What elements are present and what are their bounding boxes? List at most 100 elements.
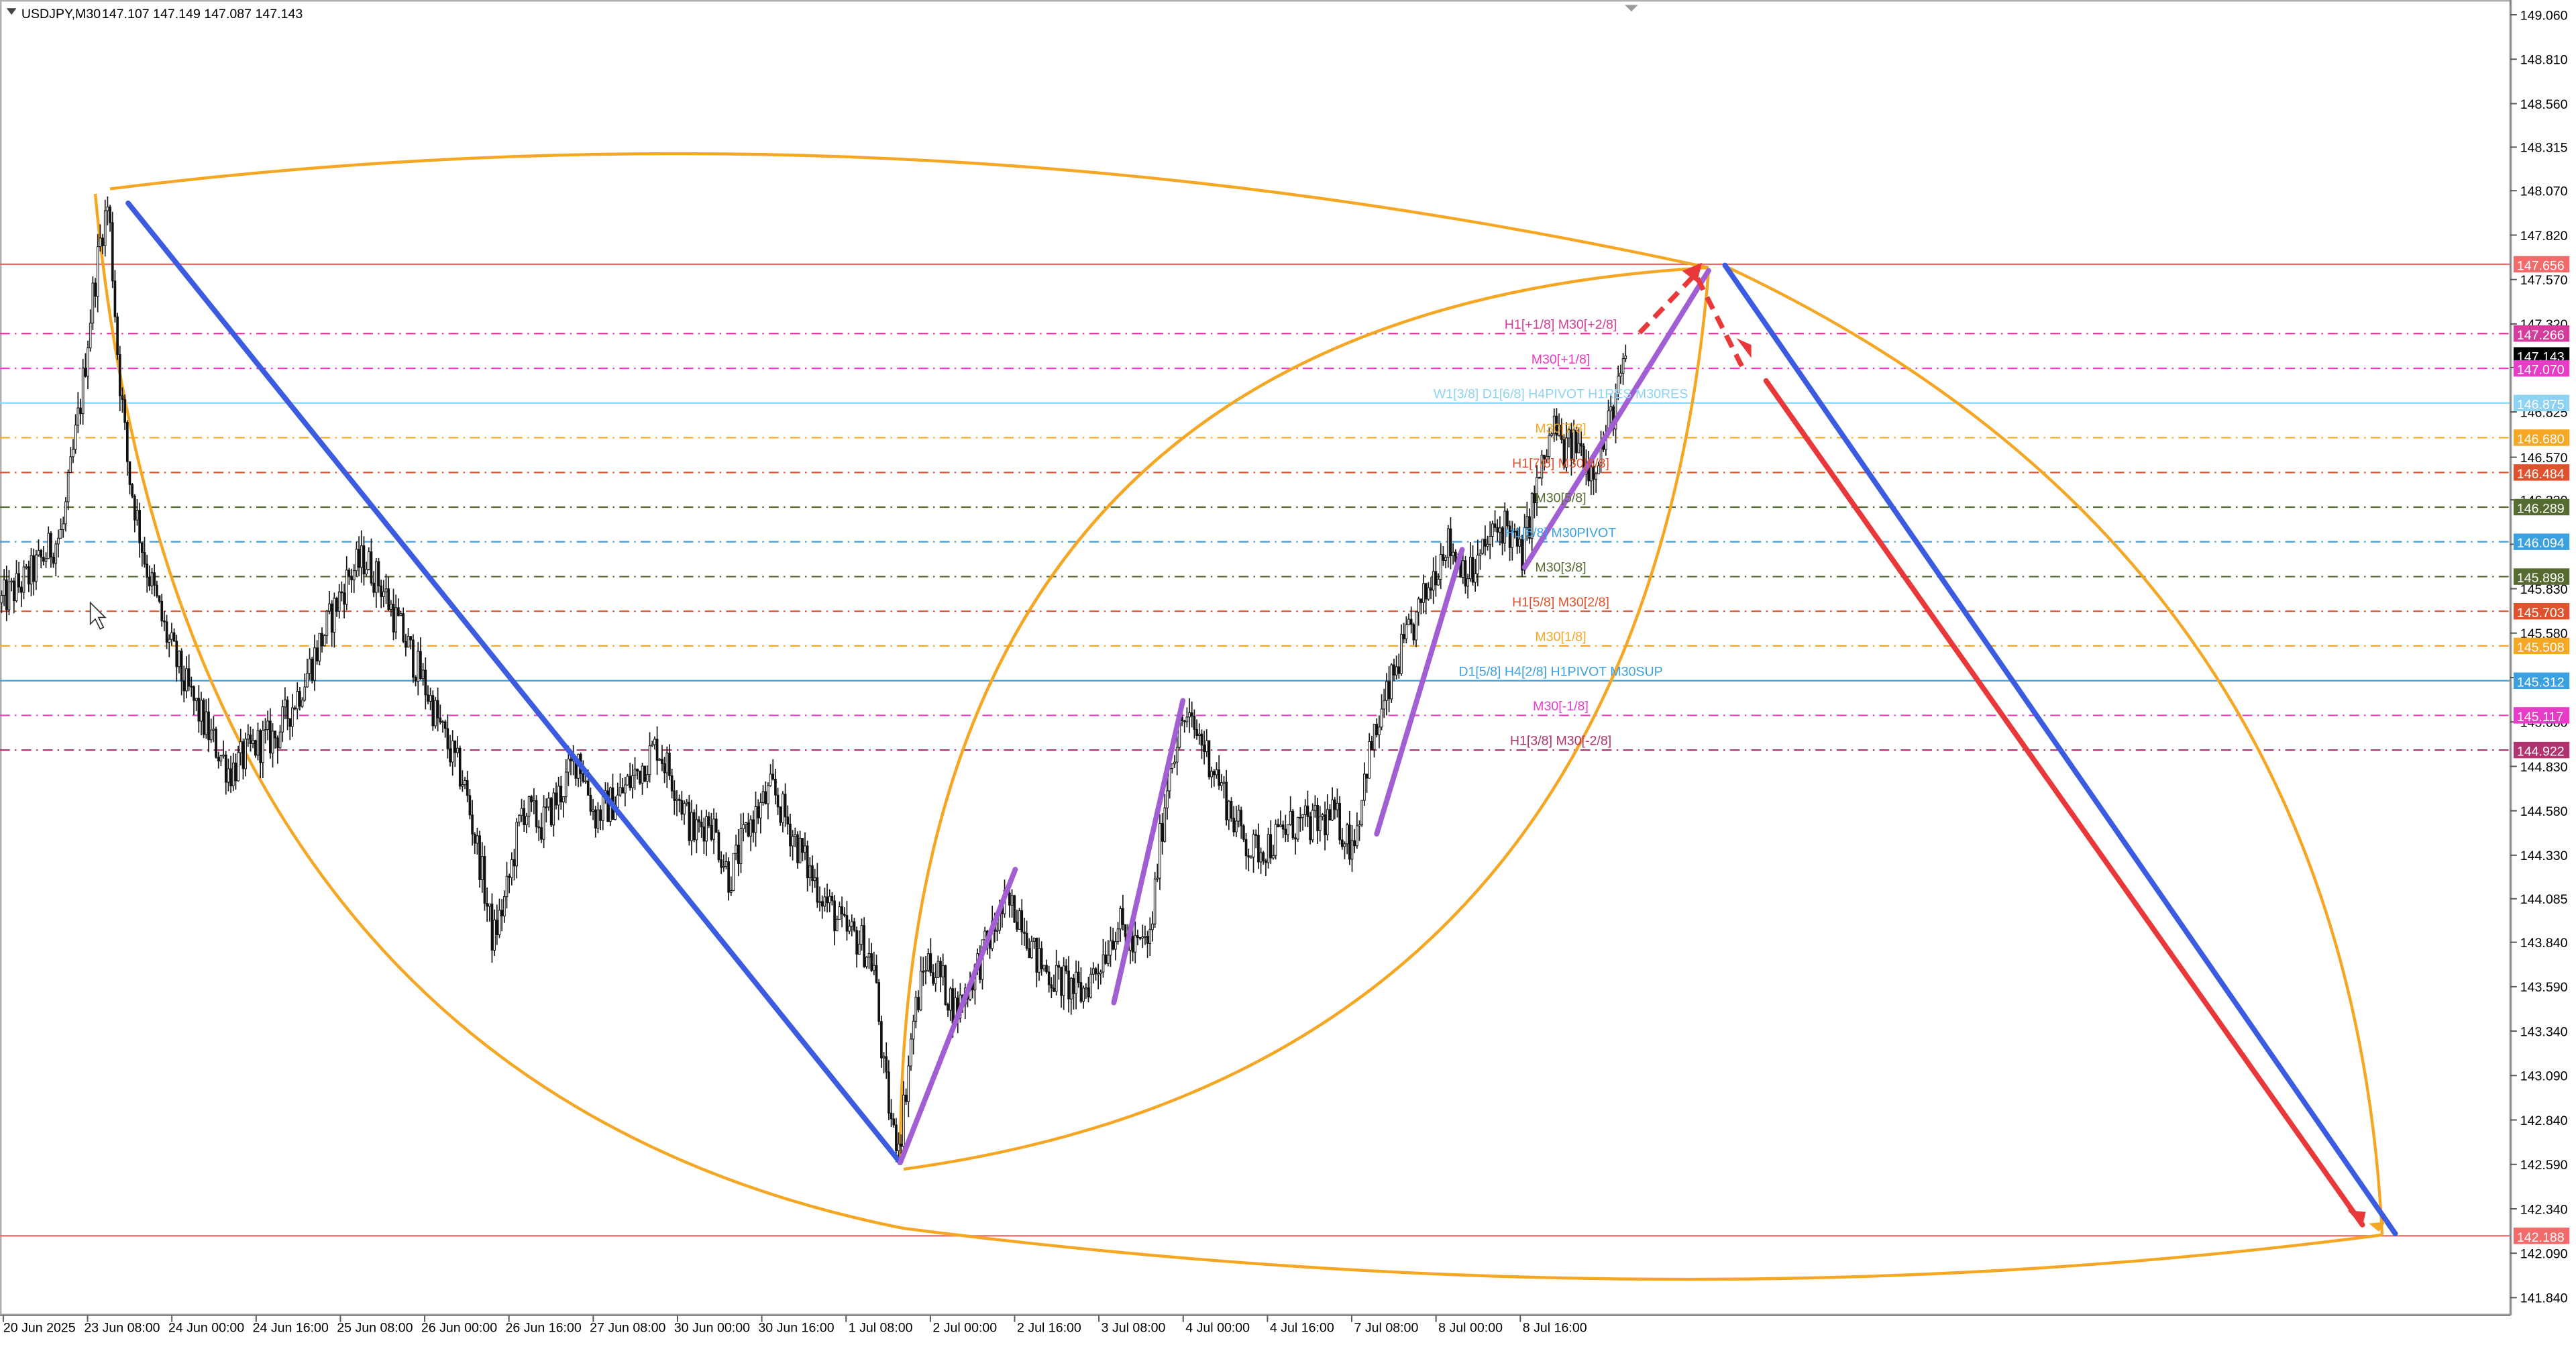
- candle-body: [776, 794, 780, 808]
- scroll-marker-icon[interactable]: [1625, 5, 1638, 12]
- candle-body: [668, 752, 671, 776]
- candle-body: [515, 821, 519, 867]
- candle-body: [1474, 573, 1477, 583]
- price-tag-label: 146.289: [2517, 502, 2565, 517]
- candle-body: [692, 812, 696, 841]
- candle-body: [241, 741, 245, 769]
- candle-body: [281, 706, 284, 733]
- trend-line: [125, 200, 903, 1166]
- candle-body: [109, 206, 111, 223]
- candle-body: [555, 792, 557, 806]
- candle-body: [158, 595, 161, 602]
- candle-body: [1107, 955, 1110, 964]
- candle-body: [1439, 554, 1442, 580]
- candle-body: [1562, 439, 1566, 468]
- dropdown-triangle-icon[interactable]: [6, 8, 17, 15]
- candle-body: [1131, 936, 1134, 953]
- price-tag-label: 142.188: [2517, 1230, 2565, 1245]
- candle-body: [661, 759, 663, 764]
- trend-line: [1111, 698, 1186, 1006]
- candle-body: [673, 790, 676, 801]
- candle-body: [1159, 823, 1161, 879]
- candle-body: [820, 901, 824, 907]
- candle-body: [1503, 510, 1507, 544]
- candle-body: [754, 806, 757, 833]
- candle-body: [1415, 611, 1417, 641]
- candle-body: [333, 598, 336, 633]
- price-axis: 149.060 148.810 148.560 148.315 148.070 147.8…: [2509, 0, 2570, 1315]
- candle-body: [1373, 724, 1376, 750]
- price-tag-label: 147.070: [2517, 363, 2565, 378]
- candle-body: [547, 798, 550, 808]
- candle-body: [118, 354, 121, 396]
- candle-body: [1136, 935, 1139, 938]
- candle-body: [530, 796, 533, 802]
- candle-body: [1225, 782, 1228, 820]
- candle-body: [1028, 948, 1031, 959]
- orange-curve: [109, 152, 1709, 270]
- candle-body: [838, 906, 841, 920]
- candle-body: [439, 717, 442, 722]
- candle-body: [299, 691, 301, 707]
- candle-body: [845, 915, 849, 932]
- candle-body: [865, 957, 868, 967]
- candle-body: [296, 691, 299, 710]
- candle-body: [877, 982, 881, 1022]
- candle-body: [917, 997, 920, 1010]
- candle-body: [542, 806, 545, 840]
- price-tag-box: [2513, 325, 2570, 342]
- candle-body: [1077, 971, 1080, 983]
- price-tag-box: [2513, 429, 2570, 446]
- price-tick-label: 148.070: [2520, 184, 2568, 199]
- candle-body: [1530, 493, 1534, 539]
- candle-body: [1624, 356, 1627, 360]
- candle-body: [1166, 790, 1169, 808]
- price-tag-label: 146.094: [2517, 536, 2565, 551]
- candle-body: [584, 780, 587, 783]
- candle-body: [1267, 834, 1270, 863]
- candle-body: [136, 510, 139, 521]
- candle-body: [32, 555, 36, 582]
- candle-body: [54, 543, 58, 564]
- candle-body: [767, 785, 769, 804]
- candle-body: [434, 700, 437, 727]
- candle-body: [182, 680, 186, 692]
- candle-body: [252, 740, 254, 744]
- candle-body: [1215, 769, 1218, 775]
- candle-body: [774, 778, 777, 796]
- candle-body: [185, 668, 188, 692]
- candle-body: [471, 814, 474, 835]
- candle-body: [405, 641, 407, 648]
- candle-body: [804, 845, 806, 853]
- candle-body: [714, 818, 718, 833]
- price-tag-box: [2513, 498, 2570, 516]
- candle-body: [764, 791, 767, 804]
- candle-body: [919, 971, 922, 1010]
- candles: [0, 196, 1627, 1165]
- candle-body: [1250, 857, 1252, 859]
- candle-body: [1326, 809, 1329, 836]
- candle-body: [1496, 527, 1499, 533]
- candle-body: [180, 650, 183, 682]
- ellipse-shapes: [93, 152, 2384, 1281]
- candle-body: [1060, 967, 1063, 996]
- candle-body: [1407, 618, 1410, 625]
- candle-body: [1506, 510, 1509, 527]
- candle-body: [237, 752, 239, 782]
- candle-body: [436, 700, 439, 718]
- candle-body: [1515, 531, 1519, 547]
- level-label: M30[+1/8]: [1532, 352, 1591, 367]
- candle-body: [446, 728, 449, 749]
- candle-body: [749, 819, 753, 837]
- candle-body: [1134, 935, 1137, 953]
- candle-body: [461, 784, 464, 787]
- candle-body: [480, 856, 484, 880]
- orange-arrowhead-icon: [2369, 1222, 2385, 1232]
- candle-body: [360, 545, 363, 568]
- candle-body: [1422, 583, 1425, 603]
- candle-body: [365, 569, 368, 575]
- candle-body: [535, 800, 538, 828]
- candle-body: [172, 632, 176, 642]
